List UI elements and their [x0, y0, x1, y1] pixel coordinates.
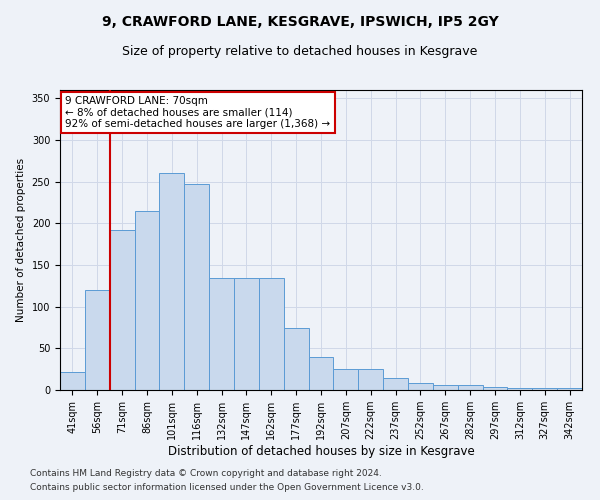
Text: Contains HM Land Registry data © Crown copyright and database right 2024.: Contains HM Land Registry data © Crown c…	[30, 468, 382, 477]
Bar	[433, 385, 458, 390]
Bar	[110, 230, 134, 390]
Bar	[160, 174, 184, 390]
Bar	[532, 388, 557, 390]
Bar	[184, 184, 209, 390]
Bar	[134, 211, 160, 390]
Bar	[308, 356, 334, 390]
Bar	[358, 369, 383, 390]
Bar	[60, 372, 85, 390]
Bar	[85, 290, 110, 390]
X-axis label: Distribution of detached houses by size in Kesgrave: Distribution of detached houses by size …	[167, 445, 475, 458]
Bar	[234, 278, 259, 390]
Bar	[458, 385, 482, 390]
Bar	[259, 278, 284, 390]
Text: 9 CRAWFORD LANE: 70sqm
← 8% of detached houses are smaller (114)
92% of semi-det: 9 CRAWFORD LANE: 70sqm ← 8% of detached …	[65, 96, 331, 129]
Bar	[284, 328, 308, 390]
Bar	[383, 378, 408, 390]
Text: Contains public sector information licensed under the Open Government Licence v3: Contains public sector information licen…	[30, 484, 424, 492]
Bar	[508, 388, 532, 390]
Text: 9, CRAWFORD LANE, KESGRAVE, IPSWICH, IP5 2GY: 9, CRAWFORD LANE, KESGRAVE, IPSWICH, IP5…	[101, 15, 499, 29]
Bar	[557, 388, 582, 390]
Bar	[209, 278, 234, 390]
Bar	[408, 384, 433, 390]
Y-axis label: Number of detached properties: Number of detached properties	[16, 158, 26, 322]
Bar	[334, 369, 358, 390]
Bar	[482, 386, 508, 390]
Text: Size of property relative to detached houses in Kesgrave: Size of property relative to detached ho…	[122, 45, 478, 58]
